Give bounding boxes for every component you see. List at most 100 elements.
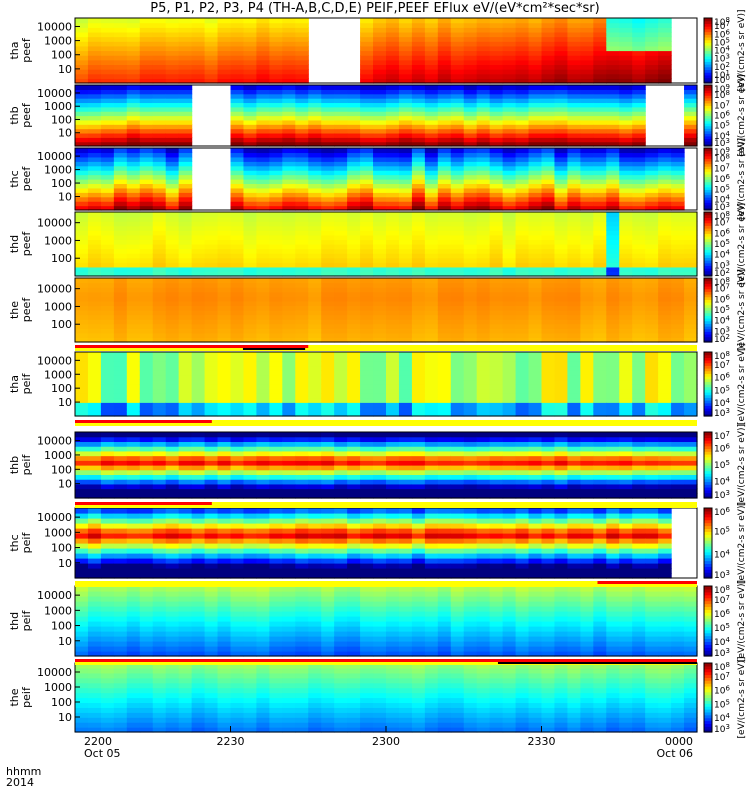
spectrogram-cell [450, 124, 465, 130]
spectrogram-cell [334, 465, 348, 471]
spectrogram-cell [126, 538, 141, 544]
spectrogram-cell [580, 278, 594, 284]
spectrogram-cell [593, 196, 607, 202]
spectrogram-cell [204, 73, 219, 79]
spectrogram-cell [204, 31, 219, 38]
spectrogram-cell [282, 244, 296, 250]
spectrogram-cell [360, 479, 374, 485]
spectrogram-cell [347, 328, 361, 334]
spectrogram-cell [87, 319, 102, 325]
spectrogram-cell [684, 323, 698, 329]
spectrogram-cell [230, 137, 245, 143]
spectrogram-cell [386, 365, 400, 371]
spectrogram-cell [360, 78, 374, 84]
spectrogram-cell [75, 328, 89, 334]
spectrogram-cell [295, 93, 309, 99]
colorbar-swatch [704, 354, 712, 358]
spectrogram-cell [502, 257, 517, 263]
spectrogram-cell [178, 248, 193, 254]
spectrogram-cell [658, 55, 672, 61]
spectrogram-cell [295, 296, 309, 302]
spectrogram-cell [269, 314, 283, 320]
spectrogram-cell [386, 432, 400, 438]
spectrogram-cell [554, 406, 569, 413]
spectrogram-cell [463, 352, 478, 358]
spectrogram-cell [658, 41, 672, 47]
spectrogram-cell [386, 124, 400, 130]
spectrogram-cell [243, 323, 258, 329]
spectrogram-cell [230, 323, 245, 329]
spectrogram-cell [567, 111, 581, 117]
spectrogram-cell [295, 361, 309, 367]
spectrogram-cell [437, 300, 452, 307]
spectrogram-cell [334, 89, 348, 95]
spectrogram-cell [152, 93, 167, 99]
spectrogram-cell [554, 59, 569, 66]
spectrogram-cell [450, 234, 465, 241]
spectrogram-cell [567, 488, 581, 494]
spectrogram-cell [424, 432, 439, 438]
spectrogram-cell [256, 352, 270, 358]
spectrogram-cell [658, 78, 672, 84]
spectrogram-cell [347, 106, 361, 112]
spectrogram-cell [554, 384, 569, 390]
spectrogram-cell [282, 253, 296, 259]
spectrogram-cell [230, 89, 245, 95]
spectrogram-cell [165, 156, 180, 162]
spectrogram-cell [204, 553, 219, 559]
spectrogram-cell [424, 78, 439, 84]
spectrogram-cell [593, 119, 607, 125]
spectrogram-cell [671, 201, 685, 207]
spectrogram-cell [580, 356, 594, 362]
spectrogram-cell [502, 483, 517, 490]
spectrogram-cell [75, 73, 89, 79]
spectrogram-cell [126, 370, 141, 376]
spectrogram-cell [373, 257, 387, 263]
spectrogram-cell [100, 568, 115, 574]
spectrogram-cell [347, 384, 361, 390]
spectrogram-cell [139, 518, 154, 524]
colorbar-swatch [704, 118, 712, 122]
spectrogram-cell [126, 469, 141, 476]
spectrogram-cell [113, 50, 128, 56]
spectrogram-cell [619, 397, 633, 403]
spectrogram-cell [165, 441, 180, 447]
spectrogram-cell [347, 221, 361, 227]
spectrogram-cell [463, 379, 478, 385]
spectrogram-cell [126, 291, 141, 297]
spectrogram-cell [191, 212, 206, 218]
colorbar-swatch [704, 402, 712, 406]
spectrogram-cell [437, 397, 452, 403]
spectrogram-cell [321, 212, 335, 218]
spectrogram-cell [463, 36, 478, 42]
spectrogram-cell [113, 78, 128, 84]
spectrogram-cell [619, 488, 633, 494]
spectrogram-cell [398, 406, 413, 413]
spectrogram-cell [580, 332, 594, 339]
spectrogram-cell [658, 152, 672, 158]
spectrogram-cell [100, 132, 115, 138]
spectrogram-cell [593, 253, 607, 259]
spectrogram-cell [100, 411, 115, 417]
spectrogram-cell [75, 441, 89, 447]
spectrogram-cell [463, 479, 478, 485]
spectrogram-cell [541, 119, 556, 125]
spectrogram-cell [100, 18, 115, 24]
spectrogram-cell [489, 436, 504, 443]
spectrogram-cell [334, 446, 348, 452]
spectrogram-cell [308, 282, 322, 288]
spectrogram-cell [295, 393, 309, 399]
spectrogram-cell [217, 282, 232, 288]
spectrogram-cell [437, 460, 452, 466]
spectrogram-cell [191, 22, 206, 28]
spectrogram-cell [502, 78, 517, 84]
spectrogram-cell [308, 205, 322, 211]
colorbar-swatch [704, 252, 712, 256]
spectrogram-cell [476, 156, 491, 162]
y-axis-quantity-label: peef [20, 37, 33, 63]
spectrogram-cell [450, 314, 465, 320]
spectrogram-cell [334, 212, 348, 218]
spectrogram-cell [75, 111, 89, 117]
spectrogram-cell [139, 93, 154, 99]
spectrogram-cell [152, 337, 167, 343]
